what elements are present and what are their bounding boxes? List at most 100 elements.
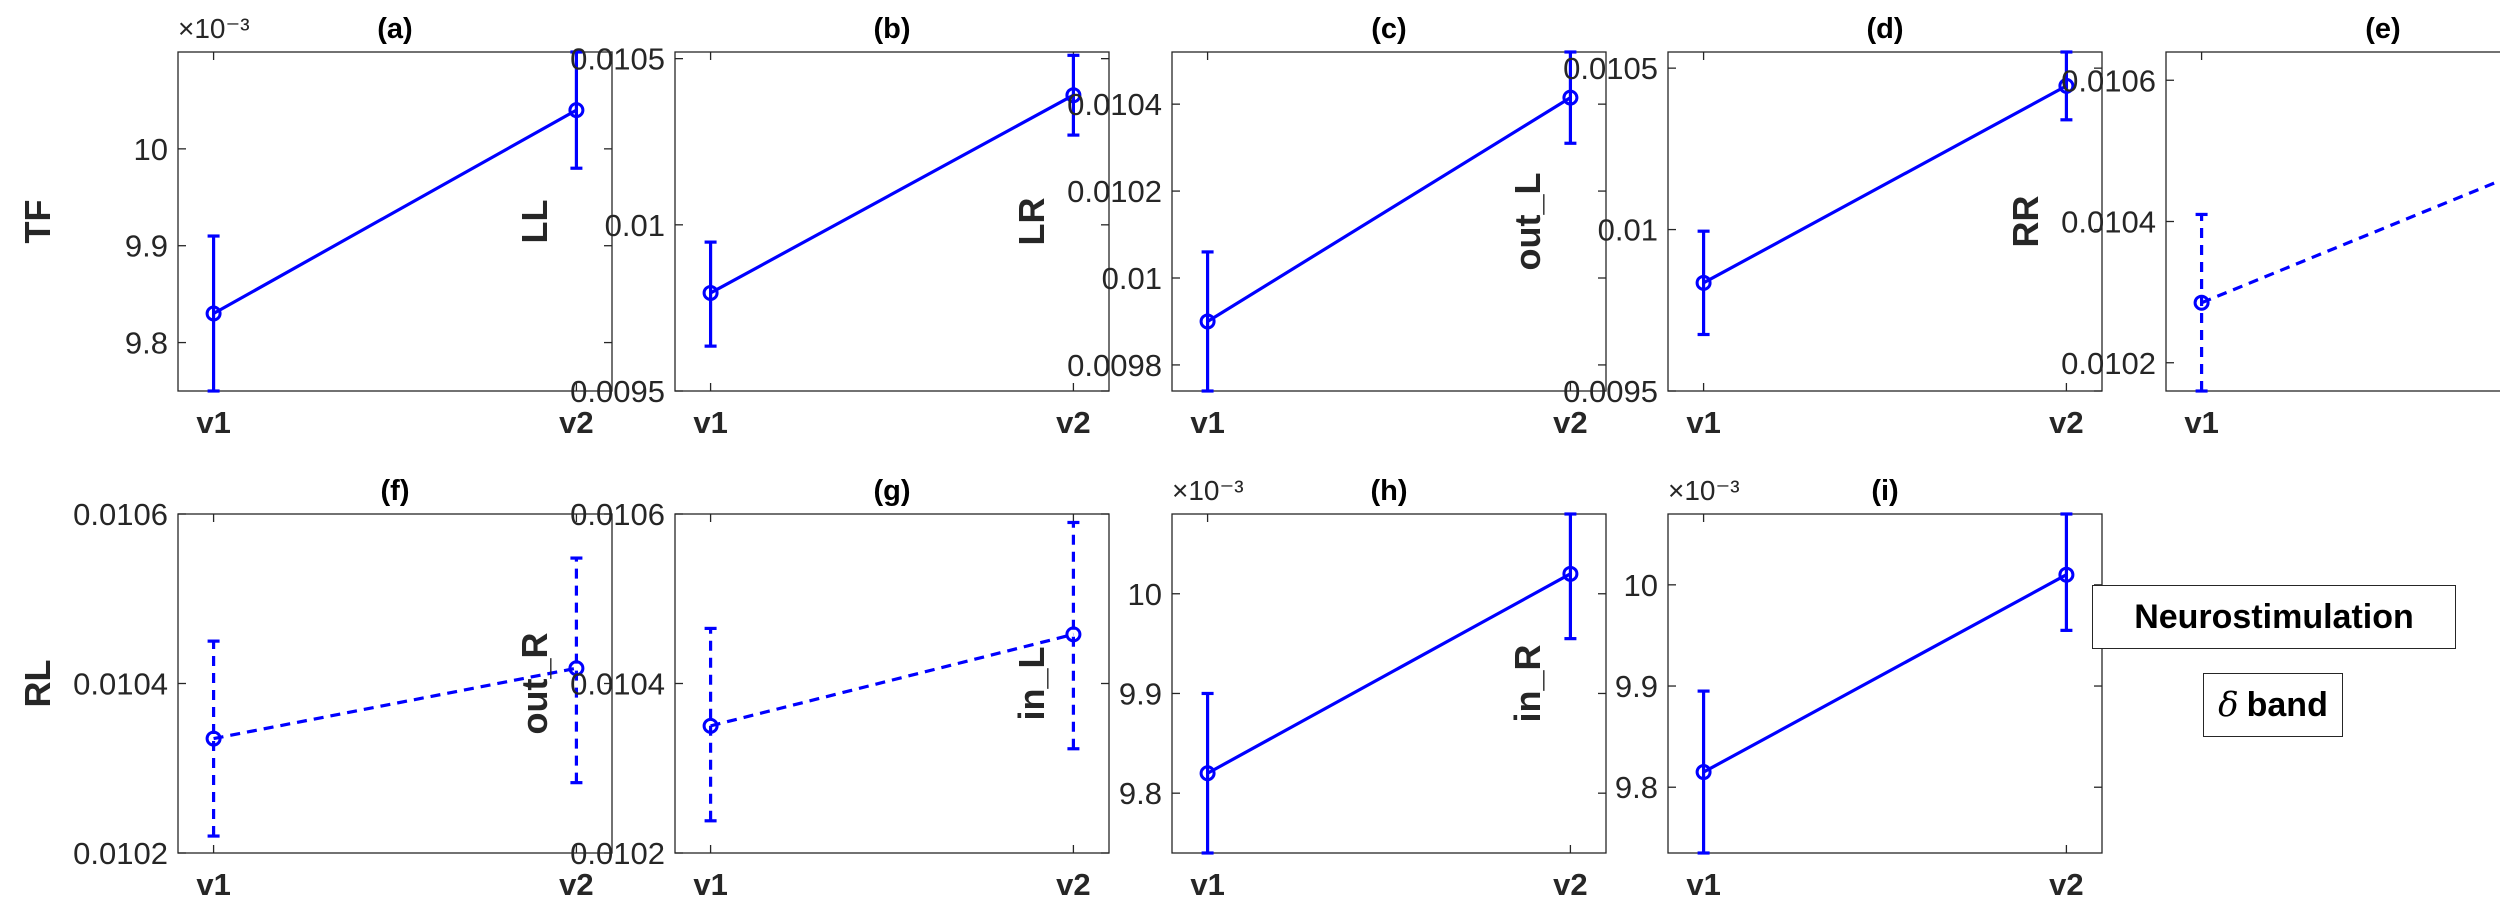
y-tick-label: 0.0102 — [2061, 346, 2156, 381]
data-point-marker — [2058, 77, 2075, 94]
axes-box — [1667, 51, 2103, 392]
band-label: band — [2246, 685, 2328, 724]
axis-exponent-label: ×10⁻³ — [1172, 475, 1244, 506]
neurostimulation-label-box: Neurostimulation — [2092, 585, 2456, 649]
y-axis-label: TF — [17, 200, 58, 244]
x-tick-label: v2 — [2049, 405, 2083, 440]
delta-symbol: δ — [2218, 685, 2239, 725]
axis-exponent-label: ×10⁻³ — [1668, 475, 1740, 506]
subplot-e: 0.0102 0.0104 0.0106 v1 v2 (e) RR — [2005, 13, 2500, 440]
data-point-marker — [205, 305, 222, 322]
x-tick-label: v2 — [1553, 405, 1587, 440]
subplot-a: 9.8 9.9 10 v1 v2 (a) TF ×10⁻³ — [17, 13, 613, 440]
y-tick-label: 0.0098 — [1067, 348, 1162, 383]
y-tick-label: 9.8 — [1119, 776, 1162, 811]
y-tick-label: 10 — [1128, 577, 1162, 612]
x-tick-label: v2 — [559, 405, 593, 440]
subplot-f: 0.0102 0.0104 0.0106 v1 v2 (f) RL — [17, 475, 613, 902]
y-tick-label: 9.9 — [1119, 676, 1162, 711]
subplot-title: (f) — [381, 475, 410, 507]
axes-box — [1171, 51, 1607, 392]
data-point-marker — [1695, 764, 1712, 781]
series-line — [1206, 96, 1572, 323]
subplot-h: 9.8 9.9 10 v1 v2 (h) in_L ×10⁻³ — [1011, 475, 1607, 902]
series-line — [709, 93, 1075, 295]
y-tick-label: 0.0104 — [570, 667, 665, 702]
data-point-marker — [568, 102, 585, 119]
subplot-title: (g) — [873, 475, 910, 507]
y-tick-label: 0.0106 — [570, 497, 665, 532]
y-tick-label: 0.0104 — [2061, 205, 2156, 240]
x-tick-label: v1 — [2184, 405, 2218, 440]
subplot-title: (b) — [873, 13, 910, 45]
subplot-title: (d) — [1866, 13, 1903, 45]
series-line — [710, 632, 1074, 728]
axes-box — [674, 51, 1110, 392]
y-tick-label: 9.8 — [1615, 770, 1658, 805]
subplot-c: 0.0098 0.01 0.0102 0.0104 v1 v2 (c) LR — [1011, 13, 1607, 440]
y-axis-label: LL — [514, 200, 555, 244]
data-point-marker — [1199, 313, 1216, 330]
axes-box — [1171, 513, 1607, 854]
y-axis-label: LR — [1011, 198, 1052, 246]
y-tick-label: 0.0105 — [570, 42, 665, 77]
neurostimulation-label: Neurostimulation — [2134, 597, 2414, 636]
y-axis-label: in_L — [1011, 646, 1052, 720]
y-axis-label: out_R — [514, 633, 555, 735]
y-axis-label: in_R — [1507, 644, 1548, 722]
y-tick-label: 9.9 — [1615, 669, 1658, 704]
series-line — [2200, 179, 2500, 305]
y-tick-label: 0.01 — [1102, 261, 1162, 296]
x-tick-label: v2 — [1553, 867, 1587, 902]
data-point-marker — [1199, 765, 1216, 782]
y-tick-label: 10 — [1624, 568, 1658, 603]
y-tick-label: 0.01 — [1598, 213, 1658, 248]
subplot-i: 9.8 9.9 10 v1 v2 (i) in_R ×10⁻³ — [1507, 475, 2103, 902]
series-line — [1206, 572, 1572, 775]
y-tick-label: 0.0104 — [1067, 87, 1162, 122]
x-tick-label: v2 — [1056, 405, 1090, 440]
x-tick-label: v1 — [196, 867, 230, 902]
series-line — [212, 108, 578, 315]
series-line — [213, 666, 577, 741]
x-tick-label: v1 — [1686, 405, 1720, 440]
y-axis-label: RR — [2005, 196, 2046, 248]
y-tick-label: 10 — [134, 132, 168, 167]
subplot-g: 0.0102 0.0104 0.0106 v1 v2 (g) out_R — [514, 475, 1110, 902]
subplot-title: (c) — [1371, 13, 1406, 45]
y-axis-label: out_L — [1507, 173, 1548, 271]
data-point-marker — [702, 717, 719, 734]
y-tick-label: 0.01 — [605, 208, 665, 243]
subplot-b: 0.0095 0.01 0.0105 v1 v2 (b) LL — [514, 13, 1110, 440]
axes-box — [1667, 513, 2103, 854]
y-tick-label: 0.0102 — [73, 836, 168, 871]
subplot-title: (h) — [1370, 475, 1407, 507]
data-point-marker — [1695, 274, 1712, 291]
y-tick-label: 0.0104 — [73, 667, 168, 702]
x-tick-label: v2 — [1056, 867, 1090, 902]
subplot-title: (e) — [2365, 13, 2400, 45]
y-axis-label: RL — [17, 660, 58, 708]
data-point-marker — [1065, 626, 1082, 643]
band-label-box: δ band — [2203, 673, 2343, 737]
y-tick-label: 0.0102 — [1067, 174, 1162, 209]
data-point-marker — [568, 660, 585, 677]
y-tick-label: 9.9 — [125, 229, 168, 264]
y-tick-label: 0.0105 — [1563, 51, 1658, 86]
data-point-marker — [2058, 566, 2075, 583]
data-point-marker — [205, 730, 222, 747]
data-point-marker — [1065, 87, 1082, 104]
axes-box — [2165, 51, 2500, 392]
x-tick-label: v2 — [2049, 867, 2083, 902]
data-point-marker — [1562, 89, 1579, 106]
series-line — [1702, 573, 2068, 774]
x-tick-label: v1 — [1190, 867, 1224, 902]
x-tick-label: v2 — [559, 867, 593, 902]
x-tick-label: v1 — [1190, 405, 1224, 440]
y-tick-label: 0.0095 — [570, 374, 665, 409]
y-tick-label: 0.0095 — [1563, 374, 1658, 409]
x-tick-label: v1 — [693, 867, 727, 902]
axis-exponent-label: ×10⁻³ — [178, 13, 250, 44]
data-point-marker — [1562, 565, 1579, 582]
